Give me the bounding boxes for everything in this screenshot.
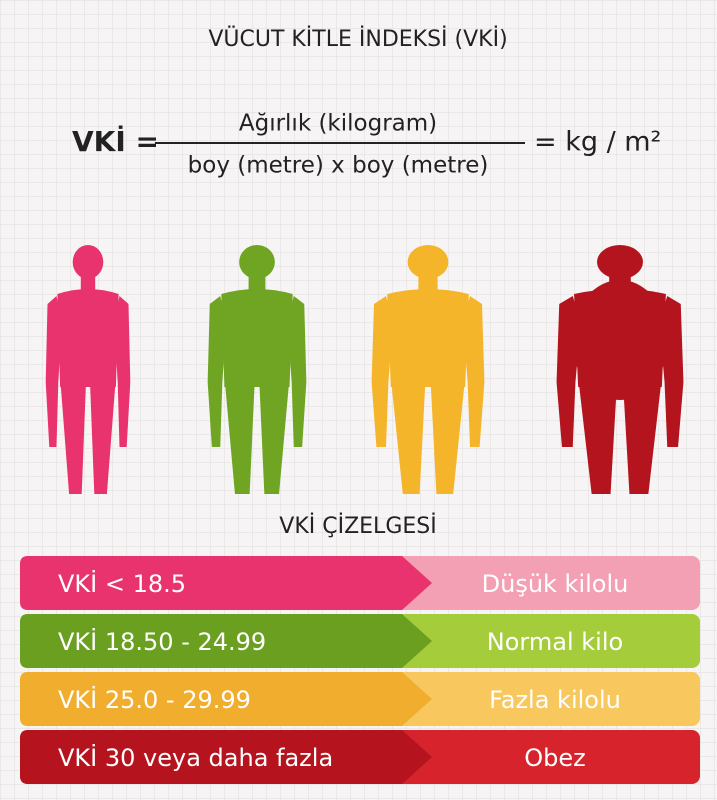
bmi-row: VKİ 18.50 - 24.99 Normal kilo [20, 614, 700, 668]
row-label: Normal kilo [487, 628, 623, 656]
formula-numerator: Ağırlık (kilogram) [239, 111, 437, 137]
row-label: Düşük kilolu [482, 570, 629, 598]
formula-lhs: VKİ = [72, 124, 159, 158]
title: VÜCUT KİTLE İNDEKSİ (VKİ) [208, 26, 507, 52]
bmi-table: VKİ < 18.5 Düşük kilolu VKİ 18.50 - 24.99 N… [20, 556, 700, 784]
row-range: VKİ 25.0 - 29.99 [58, 685, 251, 714]
row-range: VKİ < 18.5 [58, 569, 186, 598]
row-left [20, 730, 432, 784]
row-label: Fazla kilolu [489, 686, 621, 714]
figure-obese [556, 245, 684, 494]
formula-result: = kg / m² [534, 127, 661, 158]
bmi-row: VKİ 30 veya daha fazla Obez [20, 730, 700, 784]
row-left [20, 614, 432, 668]
table-title: VKİ ÇİZELGESİ [279, 513, 436, 539]
formula-denominator: boy (metre) x boy (metre) [188, 153, 489, 179]
row-left [20, 672, 432, 726]
row-range: VKİ 18.50 - 24.99 [58, 627, 266, 656]
row-left [20, 556, 432, 610]
bmi-row: VKİ < 18.5 Düşük kilolu [20, 556, 700, 610]
bmi-row: VKİ 25.0 - 29.99 Fazla kilolu [20, 672, 700, 726]
row-range: VKİ 30 veya daha fazla [58, 743, 333, 772]
row-label: Obez [524, 744, 586, 772]
